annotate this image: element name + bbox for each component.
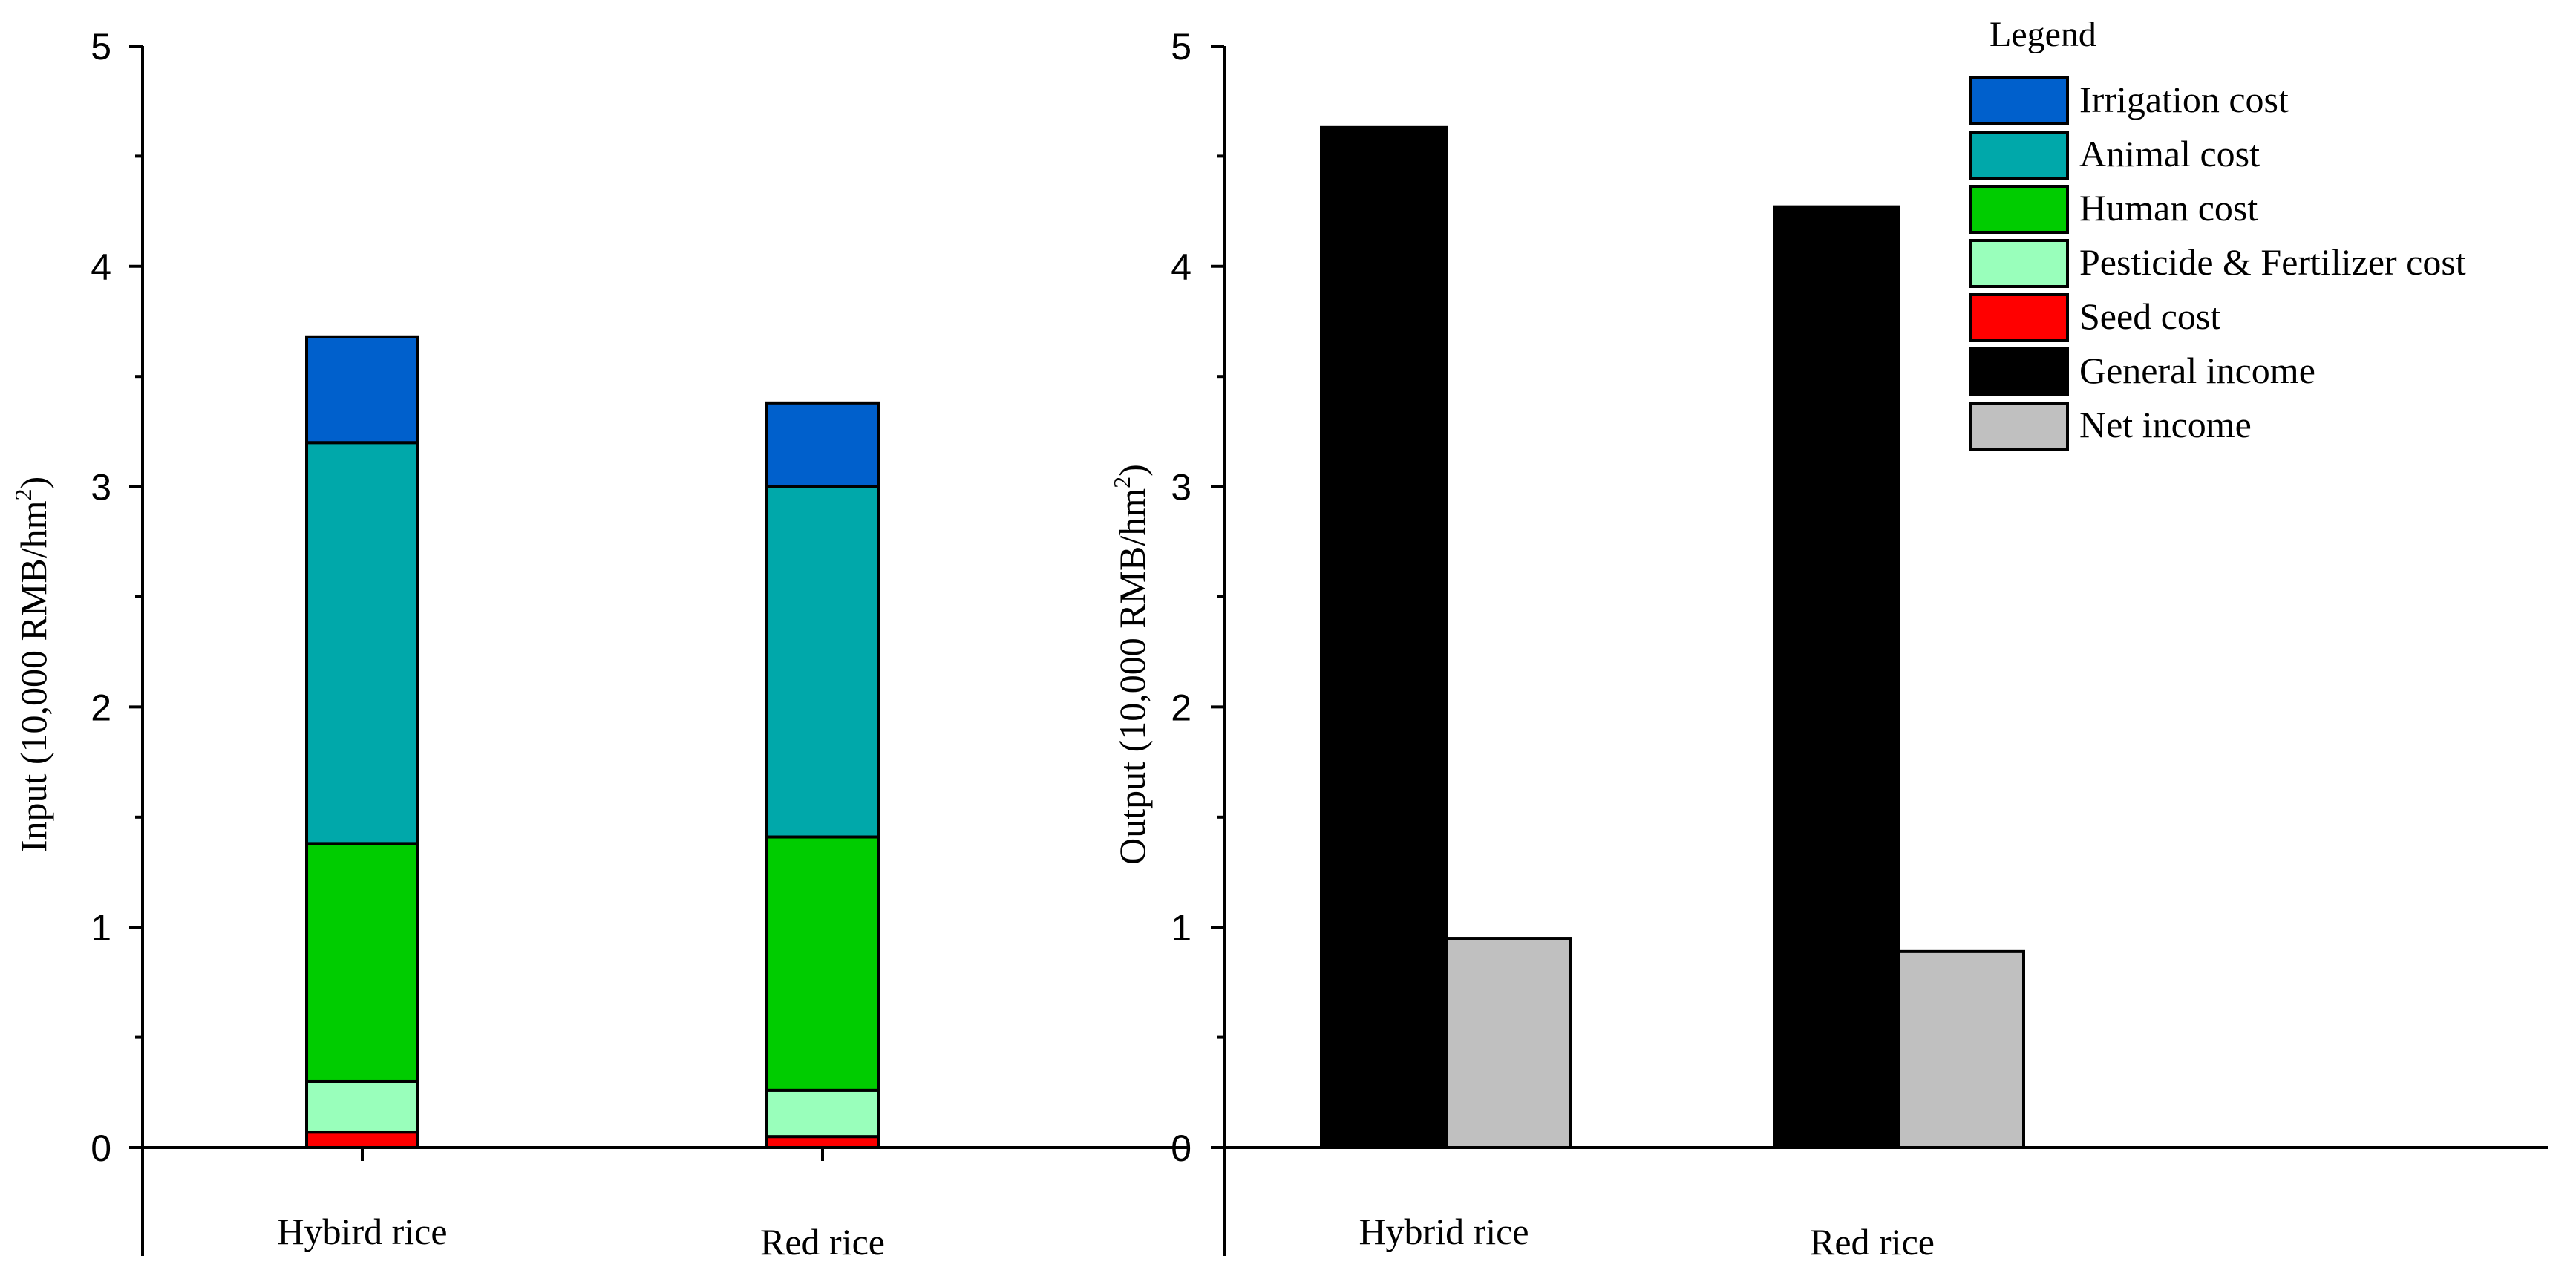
input-x-ticks (361, 1148, 824, 1161)
legend-label-human-cost: Human cost (2079, 187, 2258, 229)
input-stacked-bars (305, 335, 880, 1150)
input-y-title-sup: 2 (10, 489, 36, 501)
legend-label-animal-cost: Animal cost (2079, 133, 2260, 174)
input-y-axis-title: Input (10,000 RMB/hm2) (10, 477, 54, 852)
bar-red-rice-seed-cost (765, 1135, 880, 1150)
legend-label-pesticide-fertilizer-cost: Pesticide & Fertilizer cost (2079, 241, 2466, 283)
input-y-title-close: ) (13, 477, 54, 489)
output-y-tick-label: 1 (1171, 907, 1191, 949)
input-y-tick-label: 2 (91, 687, 111, 728)
input-chart: 0 1 2 3 4 5 Hybird rice Red rice Input (10,00… (10, 26, 1188, 1263)
input-y-title-main: Input (10,000 RMB/hm (13, 500, 54, 852)
input-y-ticks: 0 1 2 3 4 5 (91, 26, 143, 1169)
output-y-title-close: ) (1111, 464, 1153, 477)
output-y-tick-label: 3 (1171, 467, 1191, 508)
legend-title: Legend (1990, 15, 2096, 54)
legend-swatch-human-cost (1969, 185, 2069, 234)
bar-red-rice-net-income (1897, 949, 2025, 1150)
output-y-tick-label: 2 (1171, 687, 1191, 728)
legend-label-general-income: General income (2079, 350, 2315, 391)
legend-label-net-income: Net income (2079, 404, 2252, 445)
legend: Legend Irrigation cost Animal cost Human c… (1969, 15, 2466, 451)
legend-swatch-seed-cost (1969, 293, 2069, 342)
input-y-tick-label: 1 (91, 907, 111, 949)
legend-label-seed-cost: Seed cost (2079, 295, 2220, 337)
output-bars (1320, 125, 2025, 1150)
input-y-tick-label: 5 (91, 26, 111, 68)
legend-items: Irrigation cost Animal cost Human cost Pest… (1969, 76, 2466, 451)
input-y-tick-label: 3 (91, 467, 111, 508)
legend-swatch-irrigation-cost (1969, 76, 2069, 125)
output-y-axis-title: Output (10,000 RMB/hm2) (1108, 464, 1153, 865)
output-y-title-main: Output (10,000 RMB/hm (1111, 488, 1153, 865)
legend-swatch-general-income (1969, 347, 2069, 396)
bar-red-rice-animal-cost (765, 485, 880, 839)
output-chart: 0 1 2 3 4 5 Hybrid rice Red rice Output (10,0… (1108, 26, 2548, 1263)
bar-hybrid-rice-net-income (1445, 937, 1572, 1150)
output-y-ticks: 0 1 2 3 4 5 (1171, 26, 1224, 1169)
output-x-label-hybrid: Hybrid rice (1359, 1211, 1529, 1252)
bar-red-rice-irrigation-cost (765, 401, 880, 488)
bar-hybrid-rice-general-income (1320, 125, 1448, 1149)
input-y-tick-label: 0 (91, 1128, 111, 1169)
input-x-label-red: Red rice (760, 1221, 885, 1263)
legend-swatch-pesticide-fertilizer-cost (1969, 239, 2069, 288)
bar-red-rice-general-income (1773, 205, 1900, 1150)
bar-red-rice-pesticide-fertilizer-cost (765, 1088, 880, 1139)
bar-hybird-rice-animal-cost (305, 441, 419, 845)
legend-swatch-animal-cost (1969, 131, 2069, 180)
legend-label-irrigation-cost: Irrigation cost (2079, 79, 2289, 120)
input-y-tick-label: 4 (91, 246, 111, 288)
output-x-label-red: Red rice (1810, 1221, 1935, 1263)
bar-red-rice-human-cost (765, 835, 880, 1092)
legend-swatch-net-income (1969, 402, 2069, 451)
input-x-label-hybird: Hybird rice (277, 1211, 447, 1252)
bar-hybird-rice-human-cost (305, 842, 419, 1083)
output-y-tick-label: 4 (1171, 246, 1191, 288)
bar-hybird-rice-pesticide-fertilizer-cost (305, 1079, 419, 1134)
bar-hybird-rice-seed-cost (305, 1131, 419, 1149)
output-y-title-sup: 2 (1108, 477, 1135, 488)
output-y-tick-label: 5 (1171, 26, 1191, 68)
output-y-tick-label: 0 (1171, 1128, 1191, 1169)
bar-hybird-rice-irrigation-cost (305, 335, 419, 445)
